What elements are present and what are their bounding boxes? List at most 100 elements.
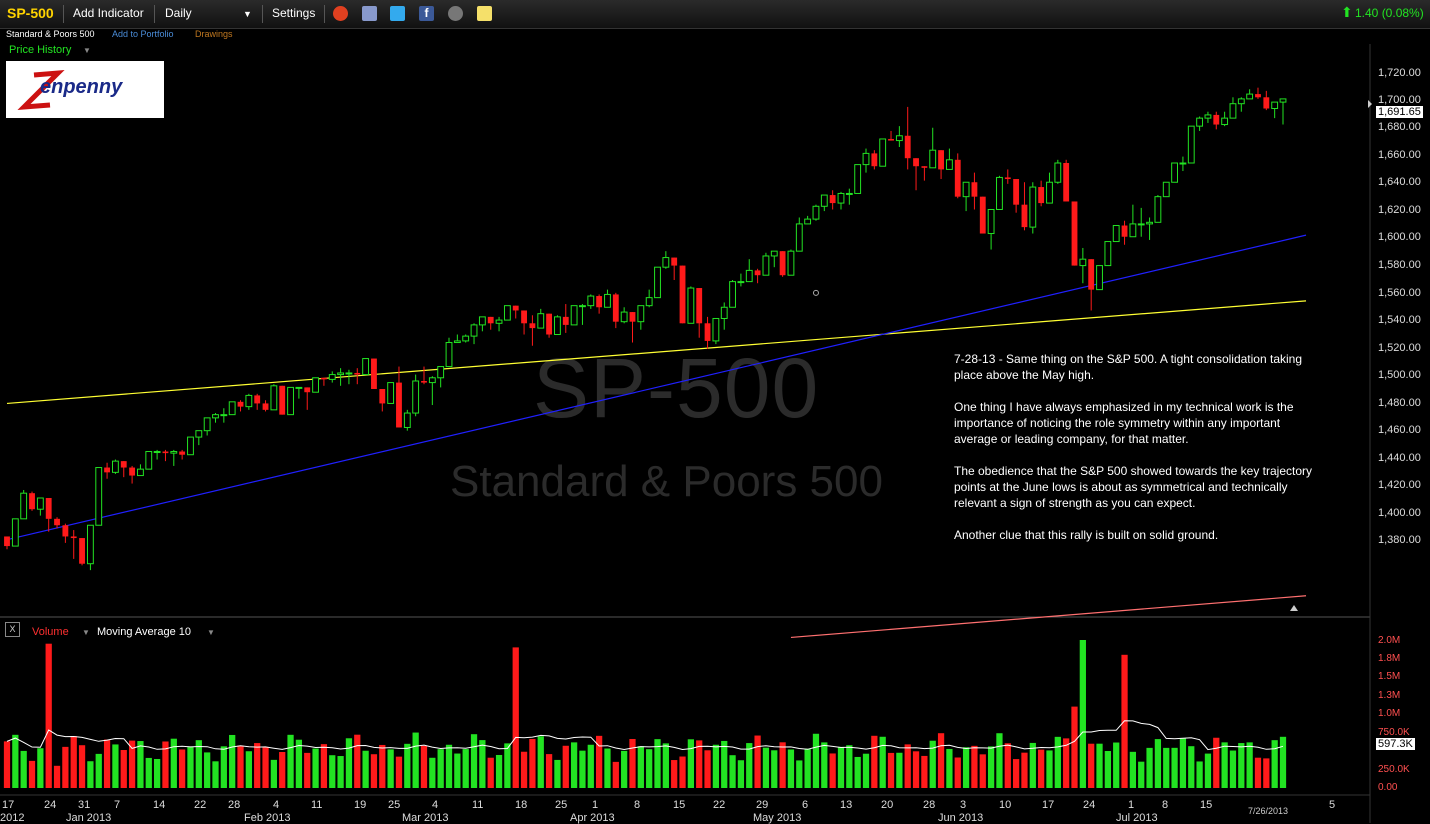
binoculars-icon[interactable] bbox=[448, 6, 463, 21]
candle-body bbox=[1046, 181, 1053, 204]
candle-body bbox=[987, 208, 995, 235]
candle-body bbox=[745, 269, 753, 283]
day-tick: 14 bbox=[153, 799, 166, 811]
volume-bar bbox=[654, 739, 661, 788]
volume-bar bbox=[295, 739, 303, 788]
volume-bar bbox=[771, 750, 778, 788]
moving-average-label[interactable]: Moving Average 10 bbox=[97, 626, 191, 638]
volume-bar bbox=[671, 760, 678, 788]
volume-bar bbox=[1054, 736, 1061, 788]
candle-body bbox=[512, 305, 519, 311]
volume-bar bbox=[646, 749, 653, 788]
volume-tick: 1.0M bbox=[1378, 708, 1401, 719]
volume-bar bbox=[404, 743, 411, 788]
volume-bar bbox=[153, 758, 161, 788]
volume-bar bbox=[45, 643, 52, 788]
volume-bar bbox=[195, 740, 202, 788]
day-tick: 7 bbox=[114, 799, 121, 811]
volume-bar bbox=[1038, 749, 1045, 788]
symbol-field[interactable]: SP-500 bbox=[7, 5, 54, 21]
candle-body bbox=[913, 158, 919, 167]
book-icon[interactable] bbox=[362, 6, 377, 21]
volume-bar bbox=[495, 754, 503, 788]
candle-body bbox=[1187, 125, 1195, 164]
drawings-link[interactable]: Drawings bbox=[195, 29, 233, 39]
last-price-badge: 1,691.65 bbox=[1376, 106, 1423, 118]
annotation-paragraph: Another clue that this rally is built on… bbox=[954, 528, 1219, 542]
candle-body bbox=[129, 467, 136, 476]
chevron-down-icon[interactable]: ▼ bbox=[243, 9, 252, 19]
month-tick: Apr 2013 bbox=[570, 812, 615, 824]
last-volume-badge: 597.3K bbox=[1376, 738, 1415, 750]
candle-body bbox=[1088, 259, 1095, 290]
volume-bar bbox=[312, 748, 319, 788]
volume-bar bbox=[1029, 742, 1036, 788]
volume-bar bbox=[479, 740, 486, 788]
candle-body bbox=[596, 296, 603, 308]
day-tick: 13 bbox=[840, 799, 853, 811]
candle-body bbox=[354, 372, 361, 375]
candle-body bbox=[612, 294, 619, 322]
volume-bar bbox=[587, 744, 594, 788]
price-tick: 1,620.00 bbox=[1378, 204, 1421, 216]
volume-bar bbox=[112, 744, 119, 788]
candle-body bbox=[503, 305, 511, 321]
candle-body bbox=[1063, 163, 1070, 202]
volume-bar bbox=[354, 734, 361, 788]
candle-body bbox=[929, 149, 937, 169]
candle-body bbox=[1162, 181, 1170, 198]
candle-body bbox=[304, 387, 311, 393]
volume-bar bbox=[204, 752, 211, 788]
candle-body bbox=[153, 451, 161, 454]
facebook-icon[interactable]: f bbox=[419, 6, 434, 21]
candle-body bbox=[729, 281, 736, 308]
price-tick: 1,580.00 bbox=[1378, 259, 1421, 271]
candle-body bbox=[95, 467, 103, 526]
day-tick: 17 bbox=[2, 799, 15, 811]
volume-bar bbox=[245, 751, 252, 788]
candle-body bbox=[453, 340, 461, 344]
note-icon[interactable] bbox=[477, 6, 492, 21]
zenpenny-logo-mark: enpenny bbox=[17, 69, 123, 111]
volume-bar bbox=[737, 760, 745, 788]
add-to-portfolio-link[interactable]: Add to Portfolio bbox=[112, 29, 174, 39]
candle-body bbox=[345, 372, 353, 375]
settings-button[interactable]: Settings bbox=[272, 6, 316, 20]
price-history-menu[interactable]: Price History bbox=[9, 44, 72, 56]
candle-body bbox=[804, 218, 812, 225]
volume-bar bbox=[996, 733, 1003, 788]
candle-body bbox=[754, 270, 761, 276]
alarm-icon[interactable] bbox=[333, 6, 348, 21]
day-tick: 11 bbox=[472, 799, 484, 811]
day-tick: 31 bbox=[78, 799, 91, 811]
candle-body bbox=[1229, 103, 1237, 119]
volume-bar bbox=[1088, 743, 1095, 788]
interval-select[interactable]: Daily bbox=[165, 6, 192, 20]
volume-bar bbox=[962, 747, 970, 788]
volume-bar bbox=[1263, 758, 1270, 788]
candle-body bbox=[1038, 187, 1045, 204]
candle-body bbox=[637, 305, 645, 323]
add-indicator-button[interactable]: Add Indicator bbox=[73, 6, 144, 20]
candle-body bbox=[938, 150, 944, 170]
price-tick: 1,700.00 bbox=[1378, 94, 1421, 106]
candle-body bbox=[562, 316, 569, 325]
chevron-down-icon[interactable]: ▼ bbox=[82, 628, 90, 637]
chevron-down-icon[interactable]: ▼ bbox=[207, 628, 215, 637]
candle-body bbox=[495, 319, 503, 324]
volume-bar bbox=[37, 748, 44, 788]
chevron-down-icon[interactable]: ▼ bbox=[83, 46, 91, 55]
volume-bar bbox=[12, 734, 19, 788]
close-icon[interactable]: X bbox=[5, 622, 20, 637]
volume-bar bbox=[787, 749, 795, 788]
candle-body bbox=[1279, 98, 1287, 103]
twitter-icon[interactable] bbox=[390, 6, 405, 21]
candle-body bbox=[971, 182, 978, 197]
candle-body bbox=[687, 287, 695, 324]
volume-bar bbox=[395, 756, 403, 788]
volume-bar bbox=[1004, 743, 1011, 788]
candle-body bbox=[1154, 196, 1162, 223]
candle-body bbox=[36, 497, 44, 510]
candle-body bbox=[829, 195, 836, 204]
